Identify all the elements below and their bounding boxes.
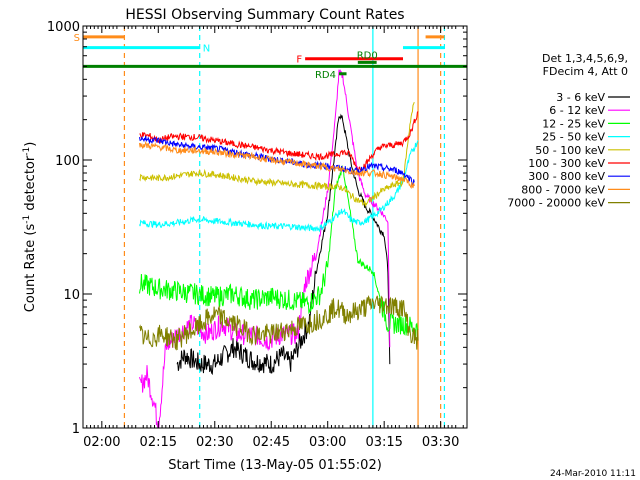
x-axis: 02:00 02:15 02:30 02:45 03:00 03:15 03:30 (83, 26, 468, 450)
series-line-3 (139, 140, 419, 233)
legend: Det 1,3,4,5,6,9,FDecim 4, Att 0 3 - 6 keV… (507, 52, 630, 210)
y-tick-label: 1 (72, 422, 80, 437)
flag-label-rd0: RD0 (357, 50, 378, 61)
x-tick-label: 03:30 (422, 435, 459, 450)
legend-entry-label: 3 - 6 keV (556, 91, 605, 104)
legend-entry-label: 7000 - 20000 keV (507, 197, 605, 210)
legend-entry-label: 50 - 100 keV (535, 144, 605, 157)
y-tick-label: 10 (63, 288, 80, 303)
legend-entry-label: 6 - 12 keV (549, 104, 605, 117)
series-line-1 (139, 69, 391, 428)
x-tick-label: 02:15 (140, 435, 177, 450)
x-tick-label: 02:45 (253, 435, 290, 450)
series-line-6 (139, 135, 415, 186)
flag-label-f: F (296, 55, 302, 66)
x-axis-label: Start Time (13-May-05 01:55:02) (168, 458, 382, 473)
y-axis: 1 10 100 1000 (47, 20, 467, 437)
legend-header-line: Det 1,3,4,5,6,9, (542, 52, 628, 65)
series-line-2 (139, 164, 419, 338)
flag-label-s: S (74, 33, 80, 44)
y-tick-label: 100 (55, 154, 80, 169)
legend-entry-label: 25 - 50 keV (542, 131, 605, 144)
series-line-4 (139, 102, 415, 207)
y-axis-label: Count Rate (s-1 detector-1) (22, 142, 38, 313)
legend-entry-label: 12 - 25 keV (542, 117, 605, 130)
x-tick-label: 03:15 (365, 435, 402, 450)
x-tick-label: 02:30 (196, 435, 233, 450)
series-line-5 (139, 111, 419, 173)
series-line-0 (176, 113, 391, 376)
x-tick-label: 02:00 (83, 435, 120, 450)
legend-header-line: FDecim 4, Att 0 (543, 65, 628, 78)
chart-title: HESSI Observing Summary Count Rates (125, 7, 404, 23)
legend-entry-label: 100 - 300 keV (528, 157, 605, 170)
flag-label-n: N (203, 44, 210, 55)
flag-label-rd4: RD4 (315, 70, 336, 81)
series-line-7 (139, 140, 415, 189)
plot-area: S N F RD0 RD4 (74, 26, 467, 428)
footer-timestamp: 24-Mar-2010 11:11 (550, 469, 636, 479)
legend-entry-label: 800 - 7000 keV (521, 183, 605, 196)
series-line-8 (139, 295, 419, 351)
x-tick-label: 03:00 (309, 435, 346, 450)
y-tick-label: 1000 (47, 20, 80, 35)
legend-entry-label: 300 - 800 keV (528, 170, 605, 183)
